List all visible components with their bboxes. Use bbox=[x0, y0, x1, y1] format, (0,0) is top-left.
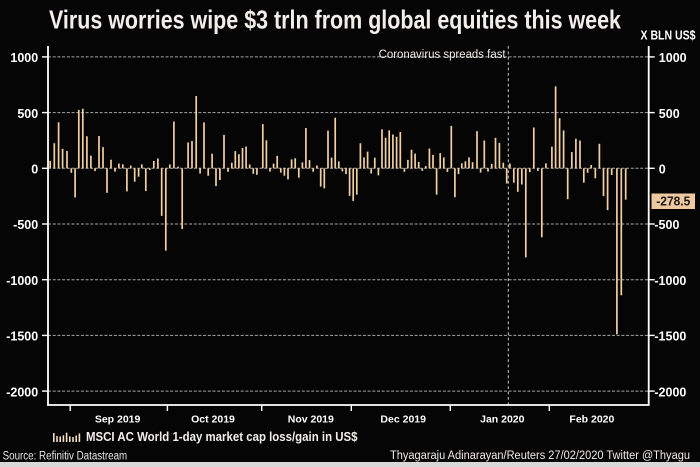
svg-text:500: 500 bbox=[17, 107, 38, 121]
svg-text:500: 500 bbox=[659, 107, 680, 121]
svg-text:Nov 2019: Nov 2019 bbox=[288, 413, 334, 425]
svg-text:-1500: -1500 bbox=[6, 330, 38, 344]
svg-text:1000: 1000 bbox=[659, 51, 687, 65]
svg-text:Sep 2019: Sep 2019 bbox=[95, 413, 141, 425]
svg-text:Coronavirus spreads fast: Coronavirus spreads fast bbox=[379, 49, 507, 61]
svg-text:X BLN US$: X BLN US$ bbox=[641, 29, 696, 43]
svg-text:Jan 2020: Jan 2020 bbox=[480, 413, 525, 425]
svg-text:0: 0 bbox=[31, 163, 38, 177]
svg-text:1000: 1000 bbox=[10, 51, 38, 65]
svg-text:-1500: -1500 bbox=[654, 330, 686, 344]
svg-text:0: 0 bbox=[659, 163, 666, 177]
svg-text:-500: -500 bbox=[654, 218, 679, 232]
svg-text:-1000: -1000 bbox=[654, 274, 686, 288]
svg-text:Thyagaraju Adinarayan/Reuters: Thyagaraju Adinarayan/Reuters 27/02/2020… bbox=[390, 450, 690, 462]
svg-text:Feb 2020: Feb 2020 bbox=[569, 413, 614, 425]
svg-text:-1000: -1000 bbox=[6, 274, 38, 288]
svg-text:Oct 2019: Oct 2019 bbox=[191, 413, 235, 425]
svg-text:-2000: -2000 bbox=[654, 385, 686, 399]
svg-text:-2000: -2000 bbox=[6, 385, 38, 399]
svg-text:Dec 2019: Dec 2019 bbox=[380, 413, 426, 425]
svg-text:Virus worries wipe $3 trln fro: Virus worries wipe $3 trln from global e… bbox=[49, 5, 621, 35]
svg-text:MSCI AC World 1-day market cap: MSCI AC World 1-day market cap loss/gain… bbox=[86, 430, 358, 444]
svg-text:Source: Refinitiv Datastream: Source: Refinitiv Datastream bbox=[3, 450, 128, 462]
svg-text:-278.5: -278.5 bbox=[656, 195, 690, 209]
svg-text:-500: -500 bbox=[13, 218, 38, 232]
